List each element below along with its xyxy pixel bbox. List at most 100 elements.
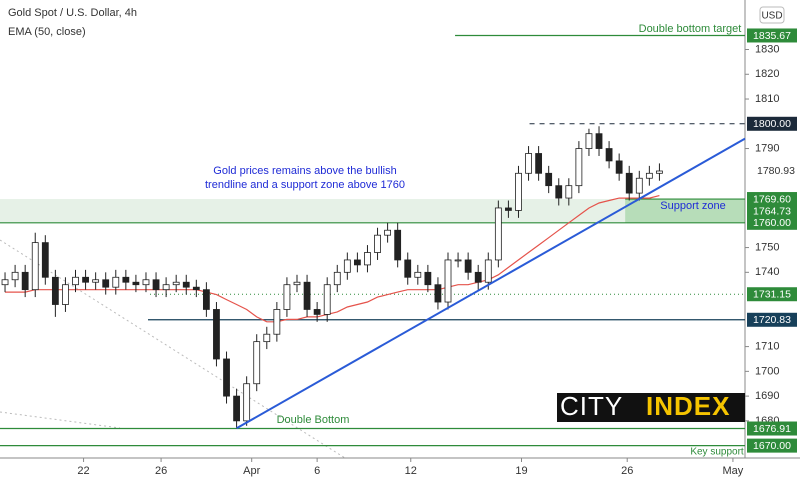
plot: 1680169017001710174017501790181018201830… [0, 23, 797, 477]
candle-body [31, 242, 39, 291]
candle-body [182, 281, 190, 288]
trendline [236, 137, 746, 430]
candle-body [595, 133, 603, 149]
candle-body [535, 153, 543, 174]
price-label: 1760.00 [753, 217, 791, 229]
candle-body [575, 148, 583, 187]
y-tick-label: 1700 [755, 365, 779, 377]
y-tick-label: 1740 [755, 266, 779, 278]
candle-body [615, 160, 623, 174]
price-label-box [747, 192, 797, 207]
candle-body [384, 229, 392, 236]
candle-body [404, 259, 412, 278]
price-label: 1720.83 [753, 314, 791, 326]
y-tick-label: 1790 [755, 142, 779, 154]
annotation: Double Bottom [277, 414, 350, 426]
candle-body [293, 281, 301, 286]
currency-box[interactable] [759, 6, 785, 24]
candle-body [303, 281, 311, 310]
x-tick-label: May [723, 465, 744, 477]
candle-body [263, 333, 271, 343]
candle-body [323, 284, 331, 315]
candle-body [122, 276, 130, 283]
candle-body [444, 259, 452, 303]
candle-body [494, 207, 502, 261]
candle-body [555, 185, 563, 199]
candle-body [152, 279, 160, 291]
candle-body [162, 284, 170, 291]
annotation: Key support [690, 447, 744, 458]
candle-body [142, 279, 150, 286]
candle-body [72, 276, 79, 286]
annotation: Support zone [660, 200, 725, 212]
y-tick-label: 1690 [755, 390, 779, 402]
candle-body [394, 229, 402, 261]
candle-body [1, 279, 9, 286]
candle-body [525, 153, 532, 174]
candle-body [233, 395, 240, 422]
price-label: 1835.67 [753, 30, 791, 42]
candle-body [585, 133, 593, 149]
price-label: 1731.15 [753, 289, 791, 301]
candle-body [374, 234, 381, 253]
candle-body [565, 185, 573, 199]
price-label-box [747, 215, 797, 230]
candle-body [545, 172, 553, 187]
candle-body [474, 271, 482, 283]
old-trendline [0, 411, 121, 429]
candle-body [414, 271, 422, 278]
price-label-box [747, 287, 797, 302]
price-label-box [747, 421, 797, 436]
current-price-label: 1780.93 [757, 165, 795, 177]
support-zone-highlight [625, 199, 745, 223]
candle-body [353, 259, 361, 266]
chart-title: Gold Spot / U.S. Dollar, 4h [8, 7, 137, 19]
ema-line [5, 195, 660, 323]
price-label: 1764.73 [753, 205, 791, 217]
y-tick-label: 1810 [755, 93, 779, 105]
price-label-box [747, 28, 797, 43]
annotation: trendline and a support zone above 1760 [205, 179, 405, 191]
candle-body [605, 148, 613, 162]
candle-body [11, 271, 19, 281]
annotation: Gold prices remains above the bullish [213, 165, 396, 177]
x-tick-label: 12 [405, 465, 417, 477]
candle-body [62, 284, 69, 305]
logo-text: INDEX [646, 391, 730, 421]
candle-body [213, 309, 220, 360]
old-trendline [0, 239, 346, 459]
price-label: 1769.60 [753, 193, 791, 205]
candle-body [112, 276, 120, 288]
y-tick-label: 1750 [755, 241, 779, 253]
x-tick-label: 19 [515, 465, 527, 477]
candle-body [515, 172, 522, 211]
candle-body [92, 279, 100, 283]
candle-body [172, 281, 180, 286]
candle-body [424, 271, 432, 286]
x-tick-label: 6 [314, 465, 320, 477]
candle-body [202, 289, 210, 310]
y-tick-label: 1830 [755, 43, 779, 55]
candle-body [132, 281, 140, 286]
candle-body [253, 341, 261, 385]
candle-body [505, 207, 512, 211]
price-label-box [747, 312, 797, 327]
currency-label[interactable]: USD [761, 11, 782, 22]
candle-body [635, 177, 643, 194]
indicator-label: EMA (50, close) [8, 26, 86, 38]
candle-body [223, 358, 230, 397]
candle-body [464, 259, 472, 273]
logo-box [557, 393, 745, 422]
candle-body [313, 309, 321, 315]
price-label-box [747, 116, 797, 131]
candle-body [21, 271, 29, 291]
x-tick-label: 26 [155, 465, 167, 477]
x-tick-label: 22 [77, 465, 89, 477]
price-label: 1800.00 [753, 118, 791, 130]
logo-text: CITY [560, 391, 623, 421]
candle-body [484, 259, 492, 283]
candle-body [454, 259, 462, 262]
price-label-box [747, 438, 797, 453]
candle-body [102, 279, 110, 288]
y-tick-label: 1710 [755, 341, 779, 353]
